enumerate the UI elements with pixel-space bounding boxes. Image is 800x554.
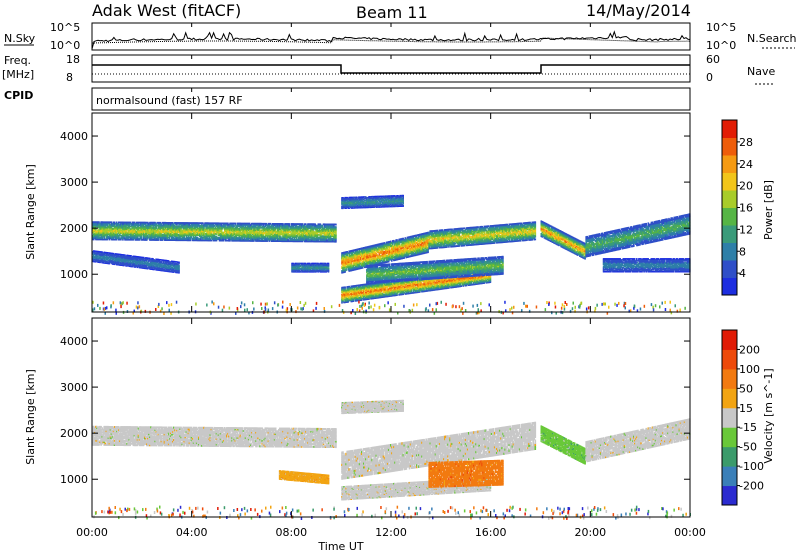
radar-summary-plot: Adak West (fitACF) Beam 11 14/May/2014 N… [0,0,800,554]
nsky-panel [92,23,690,50]
station-title: Adak West (fitACF) [92,1,241,20]
cpid-label: CPID [4,89,33,102]
freq-label: Freq. [4,54,31,67]
nave-tick-bottom: 0 [706,71,713,84]
nsky-tick-top: 10^5 [50,21,80,34]
date-title: 14/May/2014 [586,1,691,20]
nsearch-tick-top: 10^5 [706,21,736,34]
freq-panel [92,55,690,82]
nsky-label: N.Sky [4,32,36,45]
nsearch-label: N.Search [747,32,797,45]
heat-cell [288,223,290,225]
heat-cell [234,223,236,225]
nsky-series [92,32,690,49]
power-heatmap [92,195,691,315]
nave-tick-top: 60 [706,53,720,66]
nsky-tick-bottom: 10^0 [50,39,80,52]
nsearch-tick-bottom: 10^0 [706,39,736,52]
freq-tick-bottom: 8 [66,71,73,84]
freq-unit: [MHz] [2,68,34,81]
nsearch-series [92,38,690,43]
freq-tick-top: 18 [66,53,80,66]
nave-label: Nave [747,65,775,78]
freq-series [92,65,690,73]
plot-canvas: Adak West (fitACF) Beam 11 14/May/2014 N… [0,0,800,554]
beam-title: Beam 11 [356,3,428,22]
cpid-text: normalsound (fast) 157 RF [96,94,243,107]
